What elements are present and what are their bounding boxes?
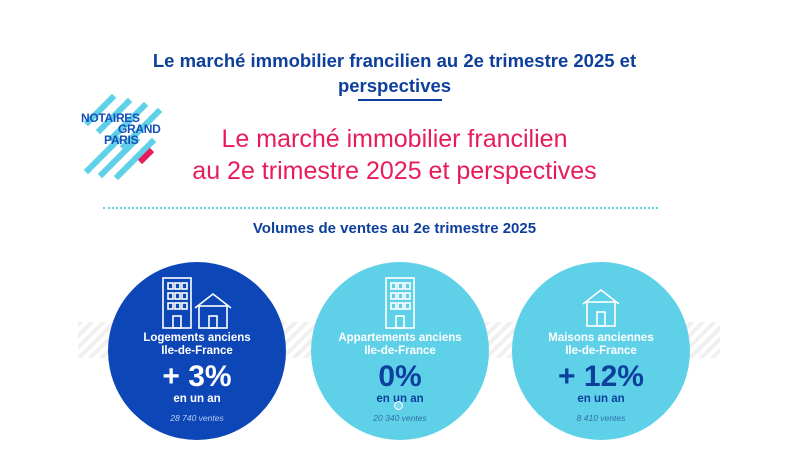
stat-sales: 28 740 ventes	[170, 413, 224, 423]
stat-period: en un an	[173, 393, 221, 405]
stat-label-line2: Ile-de-France	[364, 345, 436, 357]
stat-sales: 20 340 ventes	[373, 413, 427, 423]
stat-icons	[512, 274, 690, 332]
hero-title-line1: Le marché immobilier francilien	[221, 125, 568, 153]
page-title-line2: perspectives	[337, 75, 452, 96]
stat-sales: 8 410 ventes	[576, 413, 626, 423]
stat-period: en un an	[376, 393, 424, 405]
hero-title: Le marché immobilier francilien au 2e tr…	[0, 123, 789, 187]
carousel-dot[interactable]	[394, 401, 403, 410]
dotted-divider	[103, 207, 658, 209]
stat-value: + 3%	[162, 360, 232, 393]
notaires-logo-stripes-icon	[83, 93, 163, 180]
stat-value: + 12%	[558, 360, 644, 393]
logo-wordmark: NOTAIRES GRAND PARIS	[78, 111, 170, 147]
page-title: Le marché immobilier francilien au 2e tr…	[0, 48, 789, 98]
stat-circle-maisons: Maisons anciennes Ile-de-France + 12% en…	[512, 262, 690, 440]
stat-circle-logements: Logements anciens Ile-de-France + 3% en …	[108, 262, 286, 440]
stat-label: Appartements anciens Ile-de-France	[311, 332, 489, 358]
stat-label-line1: Maisons anciennes	[548, 332, 654, 344]
stat-label-line1: Appartements anciens	[338, 332, 462, 344]
stat-icons	[311, 274, 489, 332]
buildings-house-icon	[162, 277, 232, 329]
stat-period: en un an	[577, 393, 625, 405]
section-subtitle: Volumes de ventes au 2e trimestre 2025	[252, 220, 537, 237]
stat-label: Logements anciens Ile-de-France	[108, 332, 286, 358]
house-icon	[582, 288, 620, 327]
page-title-line1: Le marché immobilier francilien au 2e tr…	[152, 50, 637, 71]
stat-icons	[108, 274, 286, 332]
stat-label-line2: Ile-de-France	[565, 345, 637, 357]
stat-label: Maisons anciennes Ile-de-France	[512, 332, 690, 358]
logo-line1: NOTAIRES	[81, 111, 140, 125]
logo-line3: PARIS	[104, 133, 139, 147]
stat-label-line2: Ile-de-France	[161, 345, 233, 357]
apartment-building-icon	[385, 277, 415, 329]
logo-line2: GRAND	[118, 122, 161, 136]
hero-title-line2: au 2e trimestre 2025 et perspectives	[192, 157, 597, 185]
stat-label-line1: Logements anciens	[143, 332, 251, 344]
title-underline	[358, 99, 442, 101]
stat-value: 0%	[378, 360, 422, 393]
stat-circle-appartements: Appartements anciens Ile-de-France 0% en…	[311, 262, 489, 440]
